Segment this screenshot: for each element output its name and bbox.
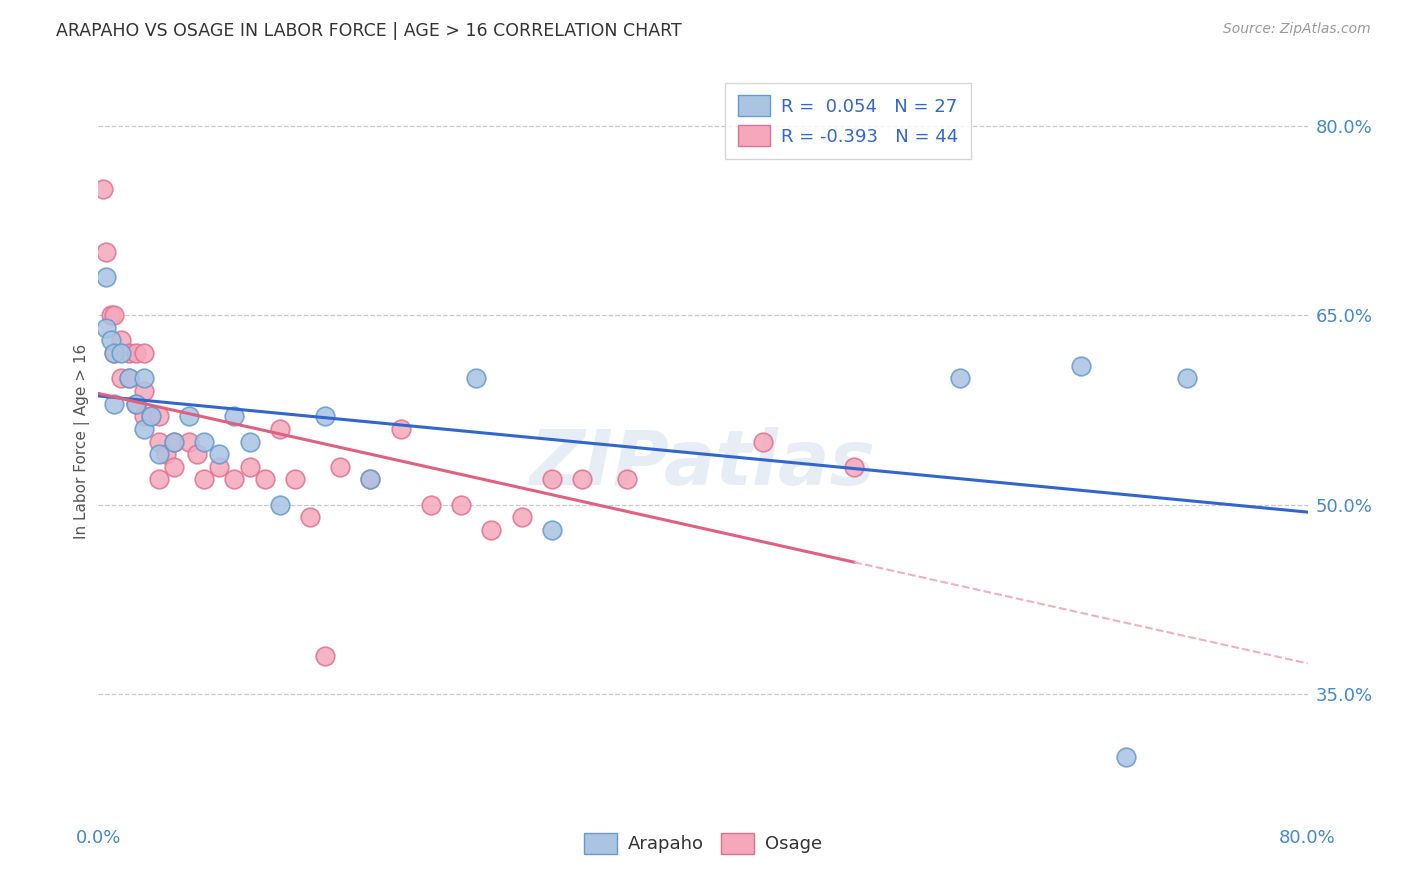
Point — [540, 523, 562, 537]
Point — [125, 346, 148, 360]
Point — [329, 459, 352, 474]
Point — [314, 409, 336, 424]
Point — [420, 498, 443, 512]
Point — [239, 434, 262, 449]
Point — [148, 409, 170, 424]
Point — [94, 244, 117, 259]
Point — [163, 459, 186, 474]
Point — [224, 409, 246, 424]
Point — [141, 409, 163, 424]
Point — [186, 447, 208, 461]
Point — [125, 397, 148, 411]
Text: ZIPatlas: ZIPatlas — [530, 427, 876, 501]
Point — [1070, 359, 1092, 373]
Point — [360, 473, 382, 487]
Text: Source: ZipAtlas.com: Source: ZipAtlas.com — [1223, 22, 1371, 37]
Point — [118, 346, 141, 360]
Point — [125, 397, 148, 411]
Point — [94, 320, 117, 334]
Point — [571, 473, 593, 487]
Point — [465, 371, 488, 385]
Text: ARAPAHO VS OSAGE IN LABOR FORCE | AGE > 16 CORRELATION CHART: ARAPAHO VS OSAGE IN LABOR FORCE | AGE > … — [56, 22, 682, 40]
Point — [1175, 371, 1198, 385]
Point — [314, 649, 336, 664]
Point — [481, 523, 503, 537]
Point — [148, 473, 170, 487]
Point — [110, 334, 132, 348]
Point — [118, 371, 141, 385]
Point — [360, 473, 382, 487]
Point — [132, 371, 155, 385]
Point — [148, 434, 170, 449]
Point — [540, 473, 562, 487]
Point — [91, 182, 114, 196]
Point — [616, 473, 638, 487]
Point — [132, 422, 155, 436]
Point — [208, 447, 231, 461]
Point — [94, 270, 117, 285]
Point — [179, 434, 201, 449]
Point — [193, 473, 215, 487]
Point — [103, 308, 125, 322]
Point — [389, 422, 412, 436]
Point — [148, 447, 170, 461]
Point — [284, 473, 307, 487]
Point — [224, 473, 246, 487]
Point — [299, 510, 322, 524]
Point — [110, 371, 132, 385]
Point — [269, 422, 291, 436]
Point — [132, 384, 155, 398]
Point — [208, 459, 231, 474]
Point — [179, 409, 201, 424]
Point — [163, 434, 186, 449]
Point — [132, 346, 155, 360]
Point — [844, 459, 866, 474]
Point — [510, 510, 533, 524]
Point — [239, 459, 262, 474]
Point — [118, 371, 141, 385]
Y-axis label: In Labor Force | Age > 16: In Labor Force | Age > 16 — [75, 344, 90, 539]
Point — [110, 346, 132, 360]
Point — [1115, 750, 1137, 764]
Point — [103, 397, 125, 411]
Point — [100, 334, 122, 348]
Point — [155, 447, 177, 461]
Point — [949, 371, 972, 385]
Point — [163, 434, 186, 449]
Point — [269, 498, 291, 512]
Point — [100, 308, 122, 322]
Legend: Arapaho, Osage: Arapaho, Osage — [576, 826, 830, 861]
Point — [141, 409, 163, 424]
Point — [103, 346, 125, 360]
Point — [450, 498, 472, 512]
Point — [253, 473, 276, 487]
Point — [132, 409, 155, 424]
Point — [752, 434, 775, 449]
Point — [103, 346, 125, 360]
Point — [193, 434, 215, 449]
